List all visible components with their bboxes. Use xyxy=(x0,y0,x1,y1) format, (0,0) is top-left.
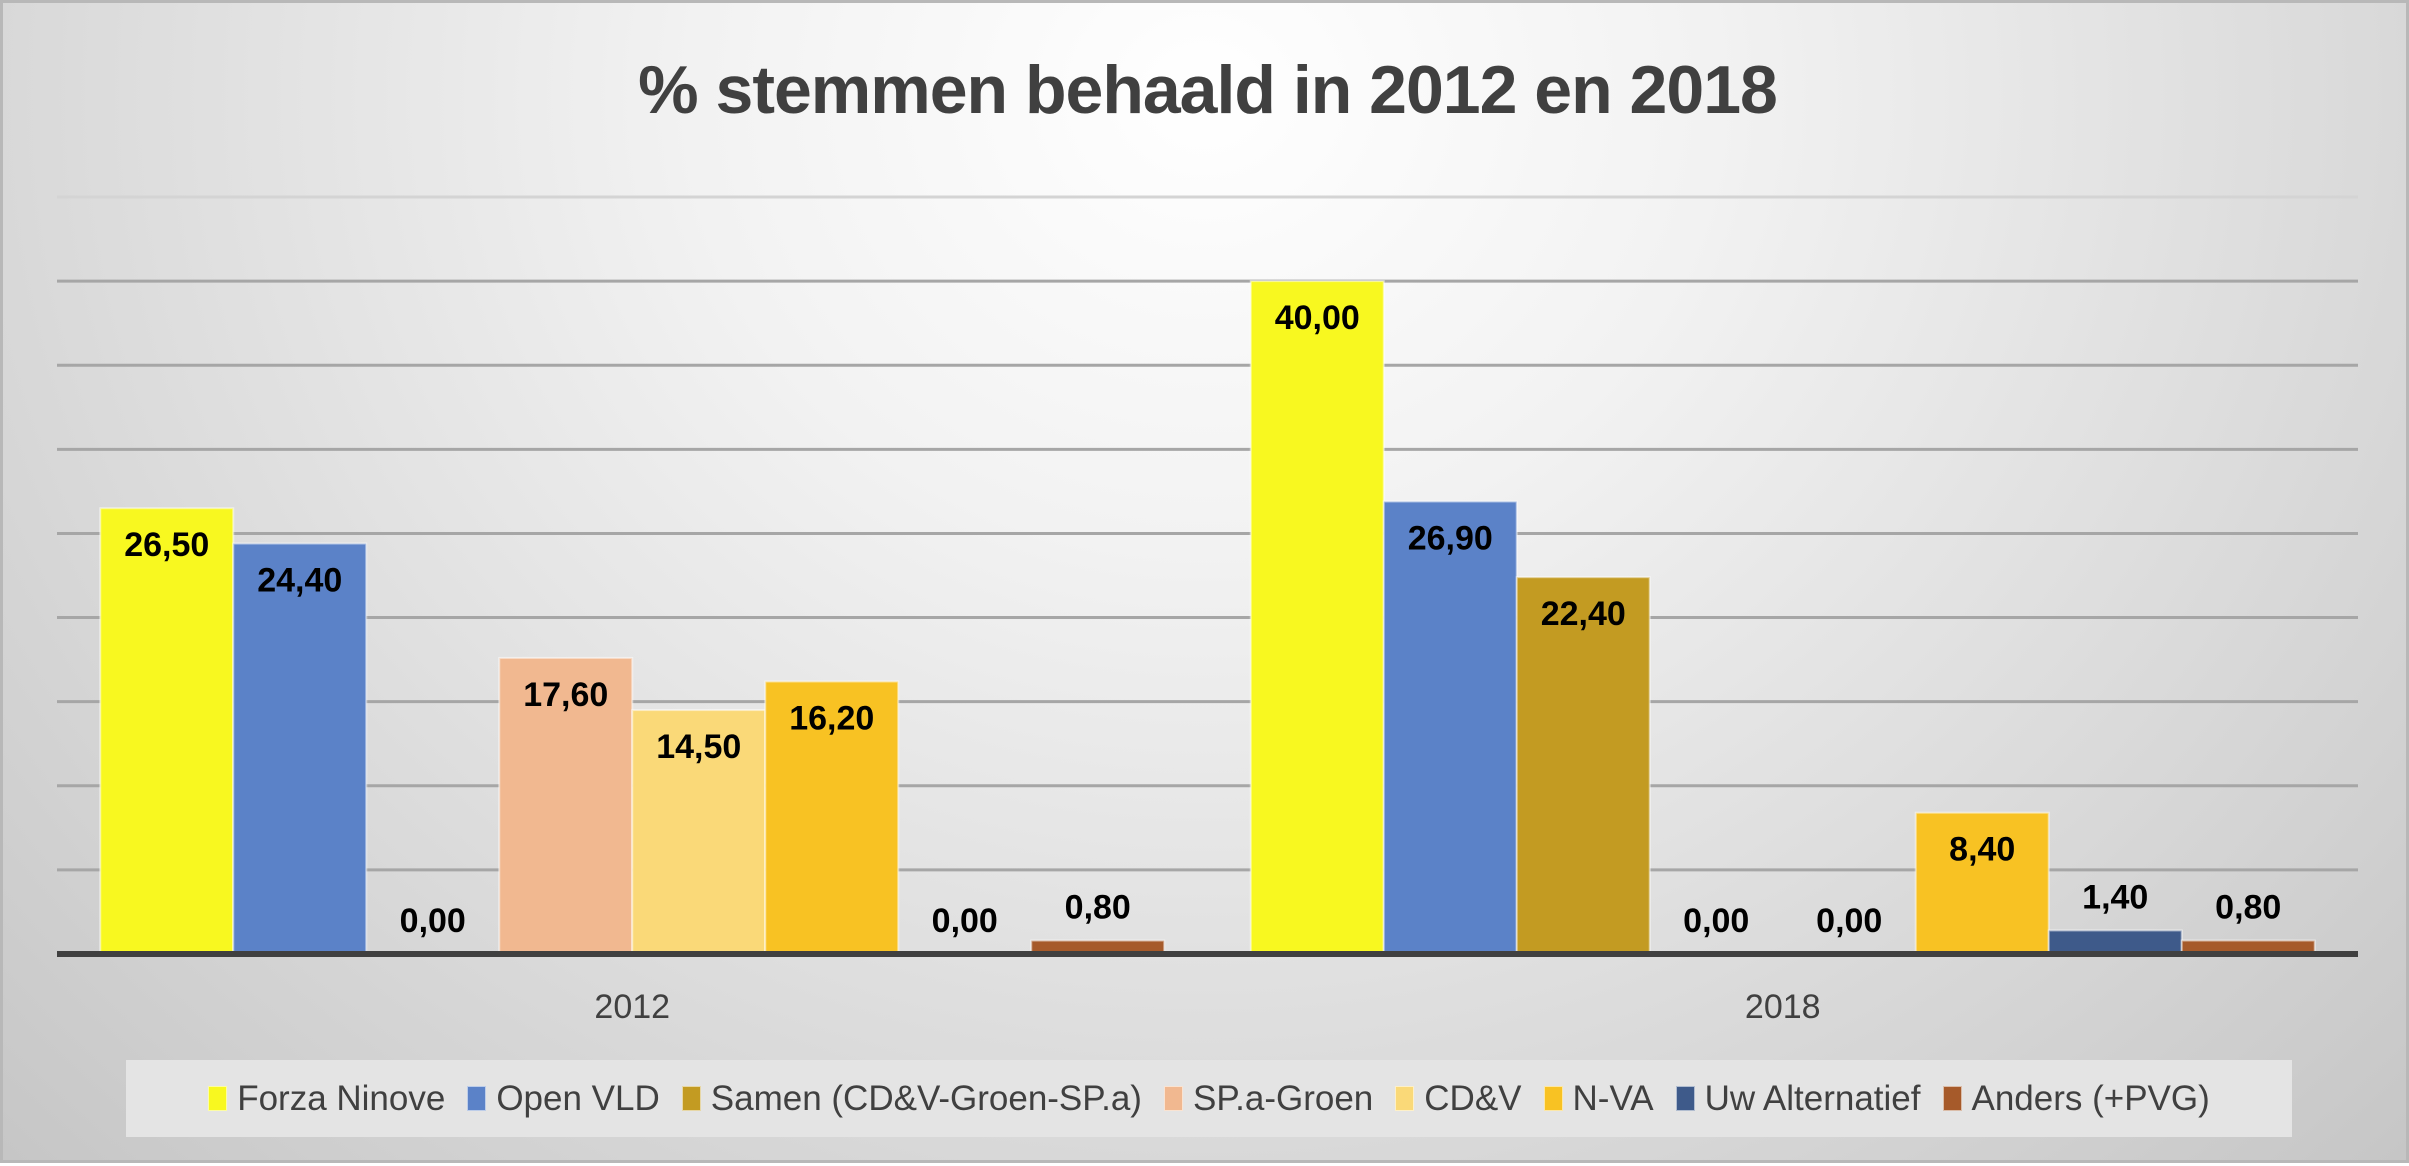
data-label: 24,40 xyxy=(257,562,342,600)
legend-swatch xyxy=(1163,1086,1183,1111)
legend-swatch xyxy=(467,1086,487,1111)
legend: Forza Ninove Open VLD Samen (CD&V-Groen-SP… xyxy=(126,1060,2292,1137)
data-label: 26,90 xyxy=(1408,519,1493,557)
category-label: 2018 xyxy=(1745,988,1821,1026)
data-label: 16,20 xyxy=(789,699,874,737)
bar-n-va-2018 xyxy=(1914,811,2050,956)
data-label: 0,00 xyxy=(1683,902,1749,940)
bar-forza-ninove-2012 xyxy=(99,507,235,955)
data-label: 26,50 xyxy=(124,526,209,564)
data-label: 0,00 xyxy=(1816,902,1882,940)
legend-item: Open VLD xyxy=(467,1078,660,1119)
legend-label: N-VA xyxy=(1572,1078,1654,1118)
bar-cd-v-2012 xyxy=(631,709,767,955)
legend-item: Anders (+PVG) xyxy=(1942,1078,2210,1119)
data-label: 8,40 xyxy=(1949,831,2015,869)
legend-label: Uw Alternatief xyxy=(1704,1078,1921,1118)
data-label: 0,80 xyxy=(2215,889,2281,927)
legend-label: Open VLD xyxy=(496,1078,660,1118)
data-label: 22,40 xyxy=(1541,595,1626,633)
bar-uw-alternatief-2018 xyxy=(2047,929,2183,956)
legend-item: Uw Alternatief xyxy=(1675,1078,1921,1119)
legend-label: Forza Ninove xyxy=(237,1078,446,1118)
legend-item: CD&V xyxy=(1395,1078,1522,1119)
legend-swatch xyxy=(681,1086,701,1111)
data-label: 17,60 xyxy=(523,676,608,714)
chart-title: % stemmen behaald in 2012 en 2018 xyxy=(638,52,1778,128)
legend-item: Samen (CD&V-Groen-SP.a) xyxy=(681,1078,1142,1119)
legend-label: Anders (+PVG) xyxy=(1971,1078,2210,1118)
bar-n-va-2012 xyxy=(764,680,900,955)
bar-samen-cd-v-groen-sp-a--2018 xyxy=(1515,576,1651,956)
data-label: 0,80 xyxy=(1065,889,1131,927)
bar-chart: 26,50 24,40 0,00 17,60 14,50 16,20 0,00 0,80 201… xyxy=(57,195,2358,1026)
legend-swatch xyxy=(1942,1086,1962,1111)
legend-swatch xyxy=(1675,1086,1695,1111)
bar-open-vld-2012 xyxy=(232,542,368,955)
bar-open-vld-2018 xyxy=(1382,500,1518,955)
legend-label: SP.a-Groen xyxy=(1192,1078,1374,1118)
data-label: 0,00 xyxy=(400,902,466,940)
legend-item: N-VA xyxy=(1543,1078,1654,1119)
data-label: 14,50 xyxy=(656,728,741,766)
category-label: 2012 xyxy=(594,988,670,1026)
data-label: 1,40 xyxy=(2082,878,2148,916)
data-label: 0,00 xyxy=(932,902,998,940)
legend-label: CD&V xyxy=(1424,1078,1522,1118)
bar-sp-a-groen-2012 xyxy=(498,656,634,955)
bar-forza-ninove-2018 xyxy=(1249,280,1385,956)
legend-item: Forza Ninove xyxy=(208,1079,445,1119)
legend-label: Samen (CD&V-Groen-SP.a) xyxy=(710,1078,1142,1118)
legend-swatch xyxy=(1543,1086,1563,1111)
legend-swatch xyxy=(1395,1086,1415,1111)
legend-swatch xyxy=(208,1086,228,1111)
legend-item: SP.a-Groen xyxy=(1163,1078,1374,1119)
data-label: 40,00 xyxy=(1275,299,1360,337)
